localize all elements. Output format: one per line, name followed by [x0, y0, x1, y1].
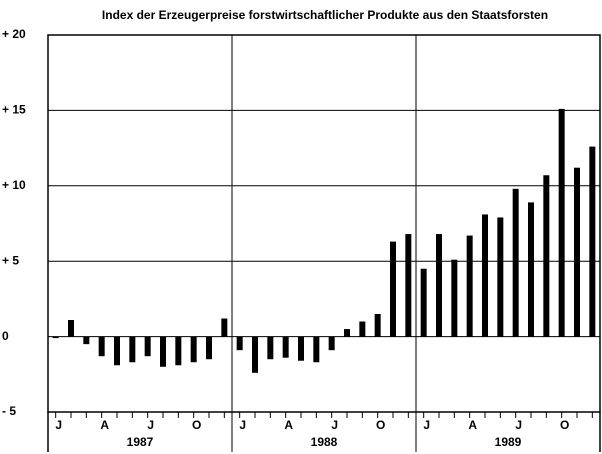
bar [221, 318, 228, 337]
x-tick-label: J [423, 418, 430, 432]
x-tick-label: J [147, 418, 154, 432]
bar [313, 336, 320, 363]
bar [252, 336, 258, 373]
bar [144, 336, 151, 357]
bar [68, 320, 74, 337]
bar [374, 313, 381, 337]
x-tick-label: J [331, 418, 338, 432]
bar [512, 188, 519, 337]
bar [405, 234, 412, 337]
bar [175, 336, 182, 366]
bar [160, 336, 166, 367]
bar [83, 336, 90, 345]
x-tick-label: A [100, 418, 109, 432]
y-tick-label: 0 [2, 329, 9, 343]
y-tick-label: + 20 [2, 27, 26, 41]
bar [497, 217, 504, 337]
x-tick-label: O [560, 418, 569, 432]
x-tick-label: J [239, 418, 246, 432]
bar [436, 234, 442, 337]
bar [344, 329, 350, 337]
x-tick-label: J [55, 418, 62, 432]
year-label: 1987 [127, 435, 154, 449]
chart-title: Index der Erzeugerpreise forstwirtschaft… [102, 8, 548, 22]
bar [466, 235, 473, 337]
bar [558, 108, 565, 337]
x-tick-label: O [376, 418, 385, 432]
bar [267, 336, 274, 360]
bar [451, 259, 458, 337]
bar [98, 336, 105, 357]
bar [206, 336, 212, 360]
bar [589, 146, 596, 337]
y-tick-label: + 15 [2, 103, 26, 117]
bar [114, 336, 120, 366]
bar [236, 336, 243, 351]
x-tick-label: A [468, 418, 477, 432]
bar [359, 321, 366, 337]
bar [328, 336, 335, 351]
bar [52, 336, 59, 339]
y-tick-label: + 5 [2, 253, 19, 267]
year-label: 1989 [495, 435, 522, 449]
x-tick-label: O [192, 418, 201, 432]
y-tick-label: + 10 [2, 178, 26, 192]
bar [543, 175, 550, 337]
bar [390, 241, 396, 337]
year-label: 1988 [311, 435, 338, 449]
bar [482, 214, 488, 337]
x-tick-label: J [515, 418, 522, 432]
bar [298, 336, 304, 361]
bar [420, 268, 427, 337]
bar [190, 336, 197, 363]
bar [574, 167, 580, 337]
bar [282, 336, 289, 358]
x-tick-label: A [284, 418, 293, 432]
bar [528, 202, 534, 337]
bar [129, 336, 136, 363]
y-tick-label: - 5 [2, 404, 16, 418]
